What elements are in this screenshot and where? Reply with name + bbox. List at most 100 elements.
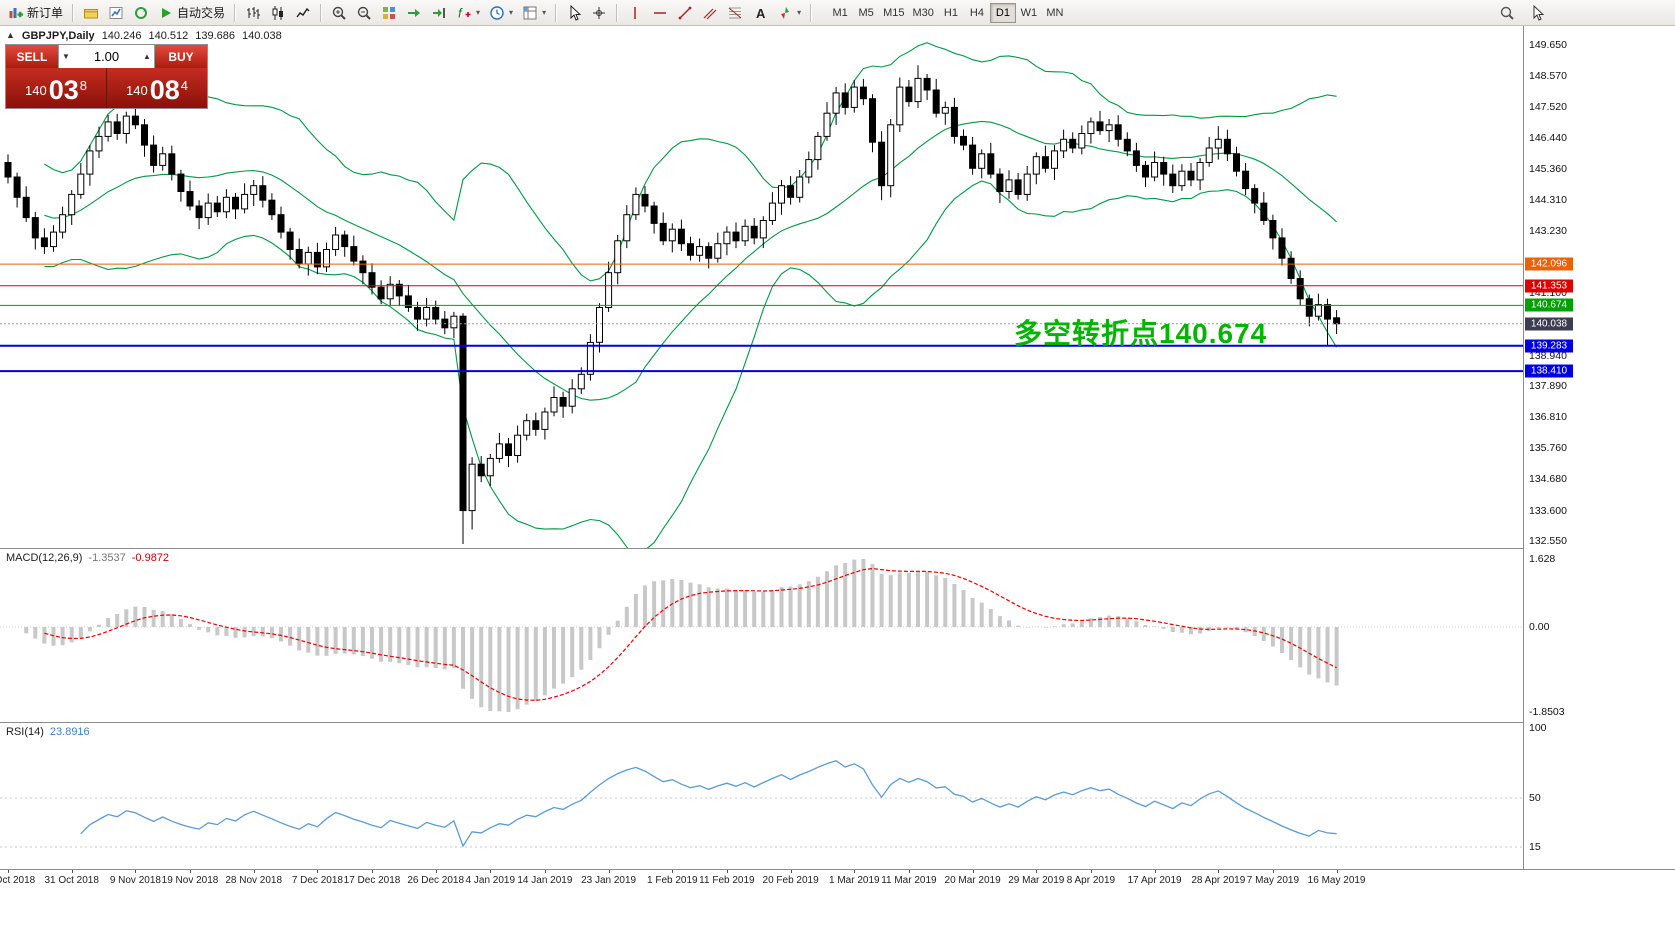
price-scale-label: 145.360 bbox=[1529, 163, 1567, 176]
time-tick bbox=[908, 870, 910, 873]
sell-button[interactable]: SELL bbox=[6, 45, 58, 68]
market-watch-button[interactable] bbox=[129, 2, 153, 24]
price-scale-label: 144.310 bbox=[1529, 193, 1567, 206]
time-label: 20 Feb 2019 bbox=[762, 875, 819, 886]
timeframe-button-M30[interactable]: M30 bbox=[909, 3, 938, 23]
volume-input[interactable] bbox=[73, 48, 140, 65]
volume-increase-button[interactable]: ▲ bbox=[143, 52, 151, 61]
profiles-icon bbox=[84, 8, 99, 18]
sell-price-pip: 8 bbox=[79, 78, 87, 93]
time-tick bbox=[1036, 870, 1038, 873]
ohlc-open: 140.246 bbox=[101, 30, 142, 42]
svg-text:A: A bbox=[756, 6, 766, 21]
time-label: 23 Jan 2019 bbox=[581, 875, 637, 886]
sell-price-display[interactable]: 140 03 8 bbox=[6, 68, 106, 108]
macd-panel[interactable] bbox=[0, 549, 1523, 722]
buy-price-display[interactable]: 140 08 4 bbox=[107, 68, 207, 108]
timeframe-button-W1[interactable]: W1 bbox=[1016, 3, 1042, 23]
channel-icon bbox=[703, 8, 717, 19]
text-tool-button[interactable]: A bbox=[748, 2, 772, 24]
zoom-out-button[interactable] bbox=[352, 2, 376, 24]
time-tick bbox=[135, 870, 137, 873]
tile-windows-button[interactable] bbox=[377, 2, 401, 24]
trendline-icon bbox=[678, 6, 692, 19]
toolbar-right-group bbox=[1495, 2, 1549, 24]
time-tick bbox=[435, 870, 437, 873]
time-label: 22 Oct 2018 bbox=[0, 875, 36, 886]
new-chart-button[interactable] bbox=[104, 2, 128, 24]
timeframe-button-D1[interactable]: D1 bbox=[989, 2, 1016, 23]
time-tick bbox=[854, 870, 856, 873]
price-scale-label: 143.230 bbox=[1529, 225, 1567, 238]
horizontal-line-tool-button[interactable] bbox=[648, 2, 672, 24]
rsi-panel[interactable] bbox=[0, 723, 1523, 869]
time-tick bbox=[190, 870, 191, 873]
macd-signal-value: -0.9872 bbox=[131, 552, 170, 564]
time-tick bbox=[544, 870, 546, 873]
timeframe-button-H4[interactable]: H4 bbox=[964, 3, 990, 23]
buy-button[interactable]: BUY bbox=[155, 45, 207, 68]
autotrade-icon bbox=[162, 7, 172, 18]
time-tick bbox=[1090, 870, 1092, 873]
arrows-tool-button[interactable]: ▾ bbox=[773, 2, 805, 24]
macd-value: -1.3537 bbox=[88, 552, 126, 564]
trade-panel-prices: 140 03 8 140 08 4 bbox=[6, 68, 207, 108]
chart-annotation: 多空转折点140.674 bbox=[1014, 318, 1268, 349]
cursor-tool-button[interactable] bbox=[562, 2, 586, 24]
indicators-button[interactable]: f ▾ bbox=[452, 2, 484, 24]
periods-button[interactable]: ▾ bbox=[485, 2, 517, 24]
time-label: 19 Nov 2018 bbox=[161, 875, 219, 886]
horizontal-level-lines[interactable] bbox=[0, 263, 1523, 373]
vertical-line-tool-button[interactable] bbox=[623, 2, 647, 24]
sell-price-big: 03 bbox=[48, 75, 79, 105]
toolbar-separator bbox=[320, 3, 323, 22]
bar-chart-button[interactable] bbox=[241, 2, 265, 24]
time-label: 28 Nov 2018 bbox=[225, 875, 283, 886]
panel-collapse-icon[interactable]: ▲ bbox=[6, 30, 15, 40]
candle-chart-icon bbox=[272, 5, 284, 20]
timeframe-button-H1[interactable]: H1 bbox=[938, 3, 964, 23]
price-scale-label: 134.680 bbox=[1529, 473, 1567, 486]
fibonacci-tool-button[interactable] bbox=[723, 2, 747, 24]
channel-tool-button[interactable] bbox=[698, 2, 722, 24]
time-label: 20 Mar 2019 bbox=[944, 875, 1001, 886]
zoom-in-button[interactable] bbox=[327, 2, 351, 24]
price-scale-label: 146.440 bbox=[1529, 132, 1567, 145]
buy-price-big: 08 bbox=[149, 75, 180, 105]
price-chart[interactable] bbox=[0, 26, 1523, 548]
chart-shift-icon bbox=[433, 7, 446, 18]
toolbar-separator bbox=[234, 3, 237, 22]
timeframe-button-M15[interactable]: M15 bbox=[879, 3, 908, 23]
charts-profile-button[interactable] bbox=[79, 2, 103, 24]
auto-scroll-button[interactable] bbox=[402, 2, 426, 24]
line-chart-button[interactable] bbox=[291, 2, 315, 24]
timeframe-button-M5[interactable]: M5 bbox=[853, 3, 879, 23]
level-price-badge: 138.410 bbox=[1525, 364, 1573, 378]
price-scale-label: 132.550 bbox=[1529, 535, 1567, 548]
timeframe-button-M1[interactable]: M1 bbox=[827, 3, 853, 23]
rsi-line bbox=[80, 759, 1337, 848]
trendline-tool-button[interactable] bbox=[673, 2, 697, 24]
search-button[interactable] bbox=[1495, 2, 1519, 24]
price-scale[interactable]: 149.650 148.570 147.520 146.440 145.360 144.3… bbox=[1523, 26, 1675, 869]
time-label: 31 Oct 2018 bbox=[44, 875, 99, 886]
trade-panel-controls: SELL ▼ ▲ BUY bbox=[6, 45, 207, 68]
time-tick bbox=[317, 870, 319, 873]
panel-separator[interactable] bbox=[0, 548, 1675, 549]
crosshair-tool-button[interactable] bbox=[587, 2, 611, 24]
candles bbox=[4, 65, 1341, 544]
templates-button[interactable]: ▾ bbox=[518, 2, 550, 24]
panel-separator[interactable] bbox=[0, 722, 1675, 723]
time-label: 17 Dec 2018 bbox=[343, 875, 401, 886]
volume-decrease-button[interactable]: ▼ bbox=[62, 52, 70, 61]
pointer-button[interactable] bbox=[1525, 2, 1549, 24]
new-order-button[interactable]: 新订单 bbox=[4, 2, 67, 24]
candle-chart-button[interactable] bbox=[266, 2, 290, 24]
chart-shift-button[interactable] bbox=[427, 2, 451, 24]
rsi-name: RSI(14) bbox=[6, 726, 44, 738]
rsi-scale-label: 100 bbox=[1529, 722, 1547, 734]
autotrade-button[interactable]: 自动交易 bbox=[154, 2, 229, 24]
timeframe-button-MN[interactable]: MN bbox=[1042, 3, 1068, 23]
price-scale-label: 148.570 bbox=[1529, 70, 1567, 83]
